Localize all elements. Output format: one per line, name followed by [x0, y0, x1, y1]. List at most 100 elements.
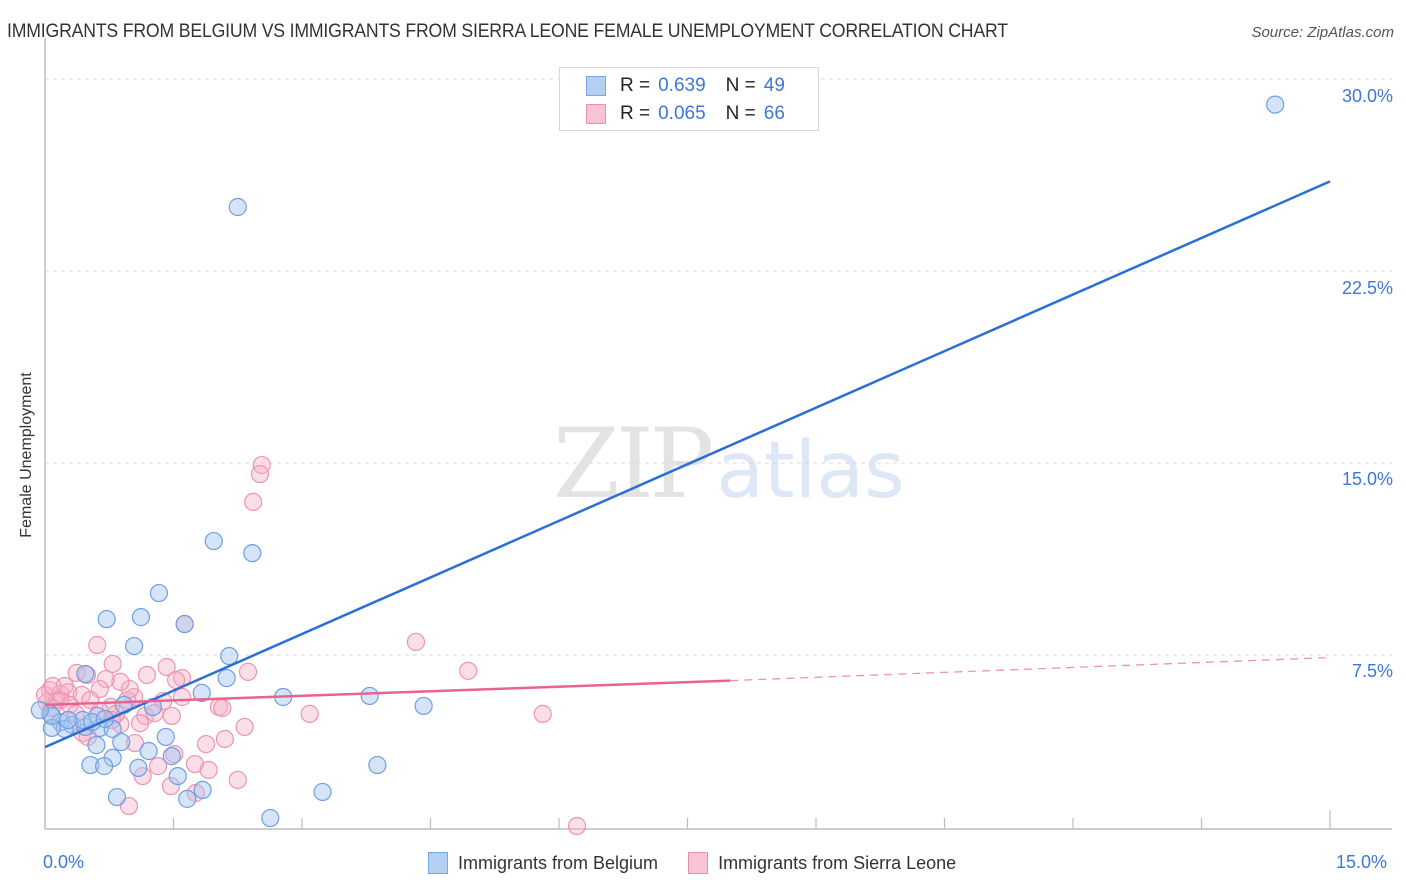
sierra-leone-point [88, 635, 107, 655]
sierra-leone-point [213, 698, 232, 718]
belgium-trendline [44, 180, 1331, 749]
sierra-leone-point [196, 734, 216, 754]
belgium-point [103, 719, 122, 739]
belgium-point [81, 755, 100, 775]
sierra-leone-point [103, 654, 122, 674]
x-tick-0: 0.0% [43, 852, 85, 872]
axes [44, 38, 1392, 830]
belgium-point [243, 544, 262, 563]
sierra-leone-point [459, 661, 478, 680]
belgium-point [192, 683, 211, 702]
belgium-point [414, 696, 433, 716]
series-legend: Immigrants from Belgium Immigrants from … [428, 852, 986, 874]
sierra-leone-legend-swatch [688, 852, 709, 874]
legend-row-sierra-leone: R = 0.065 N = 66 [586, 102, 785, 126]
legend-item-sierra-leone[interactable]: Immigrants from Sierra Leone [688, 852, 956, 874]
sierra-leone-point [148, 757, 168, 776]
belgium-point [95, 757, 114, 776]
sierra-leone-point [228, 770, 247, 790]
belgium-point [97, 610, 116, 629]
belgium-point [193, 780, 212, 800]
belgium-point [360, 686, 379, 706]
sierra-leone-point [250, 464, 270, 484]
belgium-point [129, 758, 148, 777]
belgium-r-value: 0.639 [658, 75, 706, 96]
belgium-point [59, 710, 78, 730]
sierra-leone-point [199, 760, 218, 780]
belgium-point [261, 808, 280, 828]
sierra-leone-point [300, 704, 319, 723]
belgium-points [30, 95, 1285, 828]
sierra-leone-point [567, 816, 587, 836]
y-axis-label: Female Unemployment [18, 372, 35, 538]
sierra-leone-point [130, 713, 150, 733]
belgium-point [112, 732, 131, 752]
belgium-point [156, 727, 175, 747]
sierra-leone-point [162, 706, 181, 726]
belgium-point [149, 583, 169, 603]
legend-row-belgium: R = 0.639 N = 49 [586, 74, 785, 98]
sierra-leone-point [165, 744, 184, 764]
belgium-point [162, 747, 181, 766]
sierra-leone-point [81, 690, 100, 710]
gridlines [45, 78, 1392, 656]
sierra-leone-point [172, 687, 192, 707]
sierra-leone-point [161, 776, 181, 796]
sierra-leone-point [118, 690, 137, 710]
belgium-point [1266, 95, 1285, 114]
belgium-n-value: 49 [763, 75, 785, 96]
sierra-leone-r-value: 0.065 [658, 103, 706, 124]
sierra-leone-point [137, 665, 157, 685]
belgium-point [368, 755, 387, 775]
sierra-leone-point [133, 766, 152, 786]
sierra-leone-trendline-extension [730, 656, 1331, 682]
sierra-leone-point [157, 657, 176, 677]
sierra-leone-point [533, 704, 552, 723]
sierra-leone-point [125, 733, 145, 753]
belgium-point [217, 668, 236, 688]
belgium-point [175, 614, 194, 634]
belgium-point [228, 197, 247, 217]
y-tick-7-5: 7.5% [1351, 661, 1393, 681]
sierra-leone-point [120, 679, 139, 699]
sierra-leone-point [238, 662, 258, 681]
sierra-leone-point [185, 754, 205, 774]
belgium-point [220, 646, 239, 666]
belgium-point [204, 531, 223, 551]
belgium-point [107, 787, 127, 807]
sierra-leone-point [96, 669, 115, 689]
sierra-leone-point [43, 676, 62, 696]
legend-item-belgium[interactable]: Immigrants from Belgium [428, 852, 658, 874]
sierra-leone-point [145, 704, 164, 723]
belgium-point [76, 664, 95, 684]
belgium-point [178, 789, 197, 808]
sierra-leone-point [252, 455, 271, 475]
belgium-point [139, 741, 158, 761]
belgium-point [124, 636, 144, 656]
belgium-legend-swatch [428, 852, 448, 874]
y-tick-30: 30.0% [1341, 86, 1393, 106]
belgium-swatch [586, 76, 606, 96]
sierra-leone-point [215, 729, 234, 749]
sierra-leone-point [111, 672, 130, 691]
belgium-point [87, 736, 106, 755]
sierra-leone-point [235, 717, 254, 737]
belgium-point [131, 608, 151, 627]
belgium-point [168, 766, 187, 786]
sierra-leone-swatch [586, 104, 606, 124]
y-tick-22-5: 22.5% [1341, 278, 1393, 298]
y-tick-15: 15.0% [1341, 469, 1393, 489]
sierra-leone-point [244, 492, 263, 512]
sierra-leone-trendline [44, 679, 731, 707]
sierra-leone-points [35, 455, 587, 836]
belgium-point [30, 700, 49, 720]
belgium-point [313, 782, 332, 802]
source-label: Source: ZipAtlas.com [1251, 24, 1394, 41]
chart-title: IMMIGRANTS FROM BELGIUM VS IMMIGRANTS FR… [7, 21, 1008, 42]
correlation-legend: R = 0.639 N = 49 R = 0.065 N = 66 [559, 67, 819, 131]
sierra-leone-n-value: 66 [763, 103, 785, 124]
sierra-leone-point [406, 632, 426, 652]
x-tick-15: 15.0% [1336, 852, 1388, 872]
trendlines [44, 180, 1331, 749]
